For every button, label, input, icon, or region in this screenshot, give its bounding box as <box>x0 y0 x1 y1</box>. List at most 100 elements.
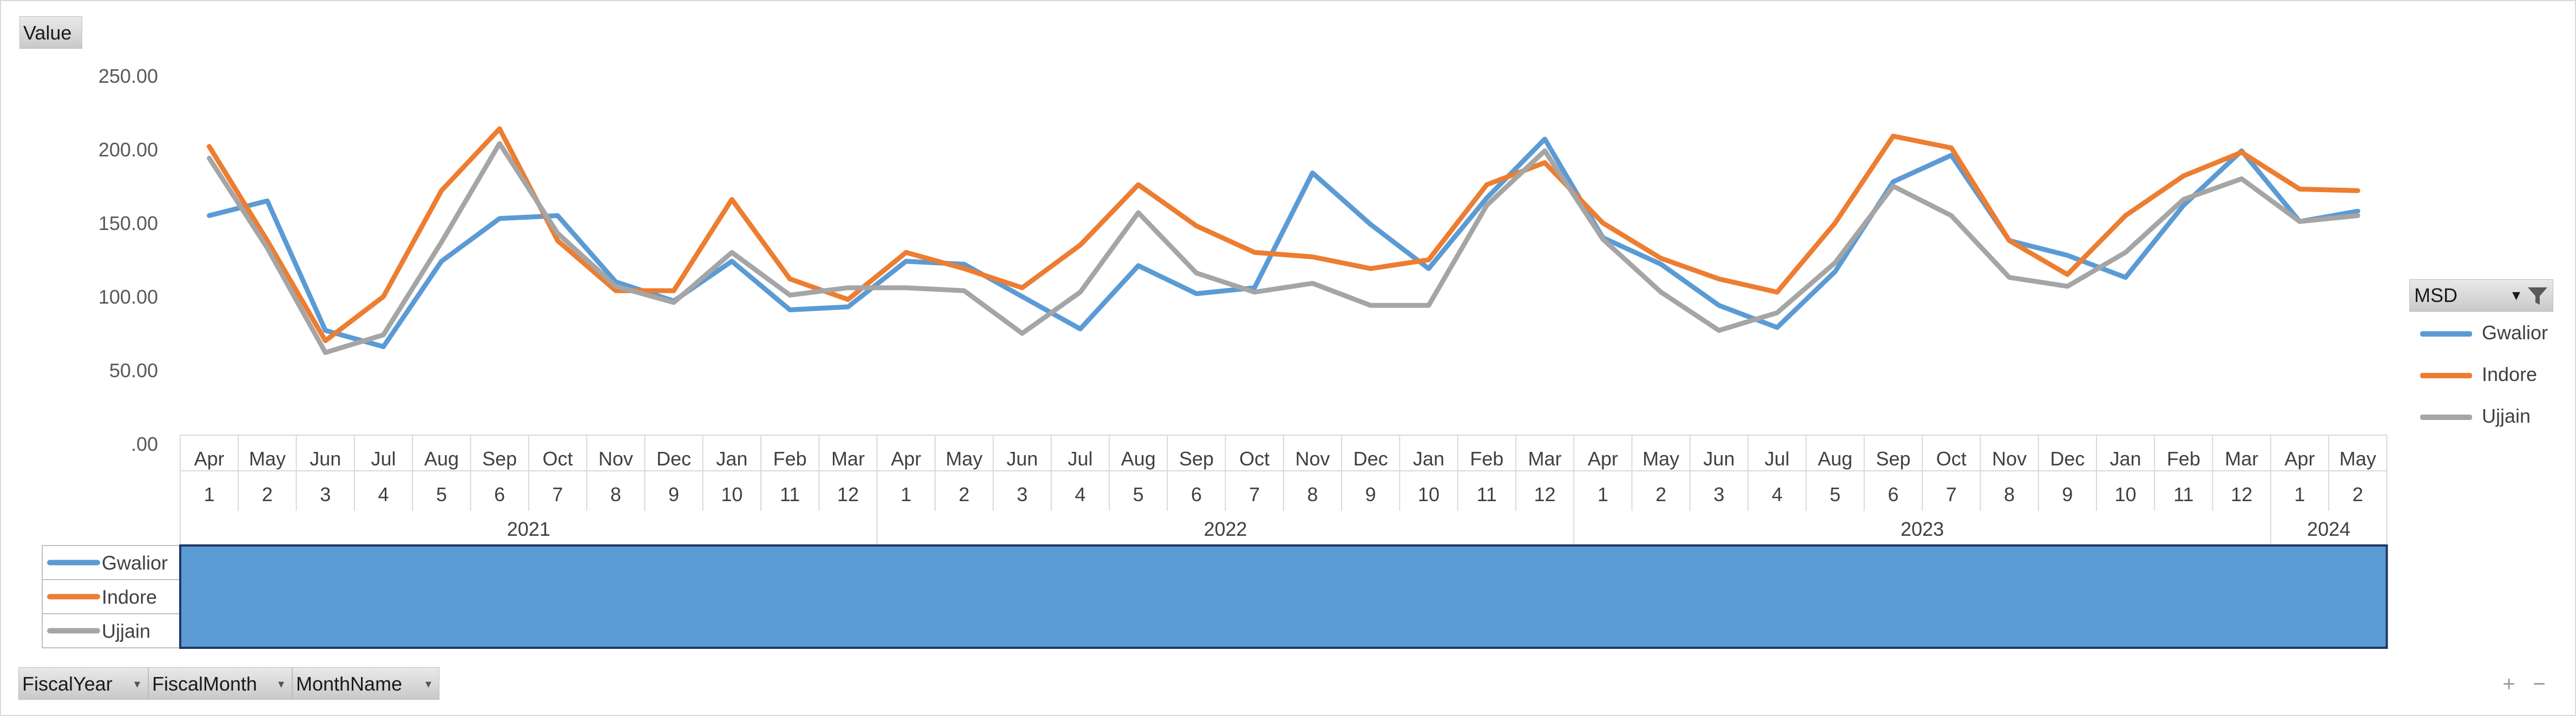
legend-item-ujjain[interactable]: Ujjain <box>2409 395 2553 437</box>
value-field-button[interactable]: Value <box>19 16 82 49</box>
collapse-button[interactable]: − <box>2533 672 2546 696</box>
data-table: Gwalior Indore Ujjain <box>42 544 2388 649</box>
month-name-label: Mar <box>1528 448 1562 470</box>
fiscal-month-label: 2 <box>262 483 273 505</box>
fiscal-month-label: 5 <box>1830 483 1841 505</box>
year-label: 2021 <box>507 518 550 540</box>
month-name-label: Dec <box>656 448 691 470</box>
fiscal-month-label: 1 <box>204 483 215 505</box>
legend-swatch-indore <box>2420 373 2472 378</box>
month-name-label: May <box>946 448 983 470</box>
fiscal-month-label: 3 <box>1017 483 1028 505</box>
month-name-label: Jul <box>371 448 396 470</box>
month-name-label: Feb <box>2167 448 2200 470</box>
month-name-label: Jan <box>2110 448 2141 470</box>
series-lines <box>207 126 2361 355</box>
month-name-label: Nov <box>599 448 633 470</box>
fiscal-month-label: 9 <box>1365 483 1376 505</box>
fiscal-month-label: 10 <box>2115 483 2137 505</box>
month-name-label: Nov <box>1295 448 1330 470</box>
fiscal-month-label: 8 <box>610 483 621 505</box>
expand-button[interactable]: + <box>2502 672 2515 696</box>
fiscal-month-label: 8 <box>2004 483 2015 505</box>
fiscal-month-label: 10 <box>1418 483 1440 505</box>
fiscal-month-label: 1 <box>1598 483 1608 505</box>
month-name-label: Aug <box>424 448 459 470</box>
year-label: 2024 <box>2307 518 2350 540</box>
month-name-label: Sep <box>1179 448 1214 470</box>
y-tick-label: 50.00 <box>109 359 158 382</box>
legend-field-button[interactable]: MSD ▾ <box>2409 279 2553 312</box>
month-name-label: Jun <box>1703 448 1734 470</box>
month-name-label: Mar <box>831 448 865 470</box>
legend-item-indore[interactable]: Indore <box>2409 353 2553 395</box>
fiscalmonth-field-button[interactable]: FiscalMonth ▾ <box>148 667 292 700</box>
month-name-label: May <box>249 448 286 470</box>
y-tick-label: 100.00 <box>98 286 158 308</box>
fiscalmonth-dropdown-icon: ▾ <box>278 677 284 691</box>
month-name-label: Feb <box>1470 448 1503 470</box>
month-name-label: Sep <box>1876 448 1910 470</box>
monthname-field-button[interactable]: MonthName ▾ <box>292 667 439 700</box>
month-name-label: Mar <box>2225 448 2258 470</box>
fiscal-month-label: 6 <box>494 483 505 505</box>
month-name-label: Apr <box>2284 448 2315 470</box>
value-field-label: Value <box>23 22 72 44</box>
legend: MSD ▾ Gwalior Indore Ujjain <box>2409 279 2553 437</box>
month-name-label: Jan <box>1413 448 1444 470</box>
fiscal-month-label: 11 <box>780 483 800 505</box>
month-name-label: Oct <box>1936 448 1967 470</box>
monthname-dropdown-icon: ▾ <box>425 677 431 691</box>
fiscalyear-field-label: FiscalYear <box>22 673 113 695</box>
legend-item-gwalior[interactable]: Gwalior <box>2409 312 2553 353</box>
legend-swatch-ujjain <box>2420 415 2472 420</box>
y-tick-label: 150.00 <box>98 212 158 234</box>
legend-label-ujjain: Ujjain <box>2482 405 2531 427</box>
month-name-label: Jun <box>1007 448 1038 470</box>
fiscal-month-label: 6 <box>1191 483 1202 505</box>
month-name-label: Jan <box>716 448 747 470</box>
fiscal-month-label: 1 <box>2294 483 2305 505</box>
fiscalyear-field-button[interactable]: FiscalYear ▾ <box>18 667 148 700</box>
month-name-label: Jun <box>310 448 341 470</box>
fiscal-month-label: 9 <box>668 483 679 505</box>
fiscal-month-label: 12 <box>837 483 859 505</box>
fiscal-month-label: 8 <box>1307 483 1318 505</box>
legend-label-gwalior: Gwalior <box>2482 321 2548 344</box>
table-series-label: Gwalior <box>102 552 168 574</box>
fiscalyear-dropdown-icon: ▾ <box>134 677 140 691</box>
fiscal-month-label: 12 <box>1534 483 1556 505</box>
monthname-field-label: MonthName <box>296 673 403 695</box>
filter-icon[interactable] <box>2526 284 2549 308</box>
fiscal-month-label: 6 <box>1888 483 1898 505</box>
year-label: 2022 <box>1204 518 1247 540</box>
legend-dropdown-icon[interactable]: ▾ <box>2512 286 2520 304</box>
fiscal-month-label: 11 <box>2173 483 2193 505</box>
y-tick-label: 250.00 <box>98 65 158 87</box>
legend-label-indore: Indore <box>2482 363 2538 385</box>
fiscal-month-label: 4 <box>378 483 389 505</box>
fiscal-month-label: 4 <box>1075 483 1086 505</box>
y-axis: 250.00 200.00 150.00 100.00 50.00 .00 <box>98 65 158 455</box>
month-name-label: Jul <box>1068 448 1093 470</box>
month-name-label: Nov <box>1992 448 2027 470</box>
fiscal-month-label: 2 <box>2352 483 2363 505</box>
fiscal-month-label: 2 <box>959 483 970 505</box>
fiscal-month-label: 7 <box>1946 483 1957 505</box>
month-name-label: Feb <box>773 448 807 470</box>
month-name-label: Jul <box>1765 448 1790 470</box>
year-label: 2023 <box>1901 518 1944 540</box>
x-axis-grid: 2021 2022 2023 2024 Apr May Jun Jul Aug Sep Oct Nov… <box>180 435 2388 545</box>
month-name-label: Oct <box>1239 448 1270 470</box>
table-series-label: Ujjain <box>102 620 150 642</box>
fiscal-month-label: 10 <box>721 483 742 505</box>
fiscal-month-label: 1 <box>901 483 911 505</box>
series-line-gwalior <box>207 136 2361 349</box>
month-name-label: Aug <box>1121 448 1155 470</box>
month-name-label: May <box>2340 448 2376 470</box>
month-name-label: Apr <box>194 448 225 470</box>
month-name-label: Dec <box>2050 448 2085 470</box>
month-name-label: Oct <box>542 448 573 470</box>
month-name-label: May <box>1642 448 1679 470</box>
fiscal-month-label: 5 <box>436 483 447 505</box>
